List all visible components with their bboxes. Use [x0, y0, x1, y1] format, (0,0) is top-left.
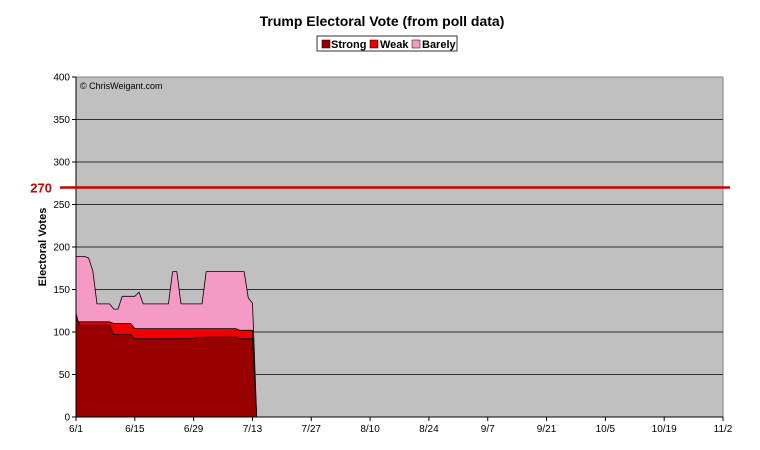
legend-swatch-weak: [369, 39, 379, 49]
legend-swatch-barely: [411, 39, 421, 49]
x-tick-label: 6/1: [69, 424, 83, 435]
x-axis-ticks: 6/1 6/15 6/29 7/13 7/27 8/10 8/24 9/7 9/21 10/5 10…: [69, 417, 733, 435]
y-tick-label: 350: [53, 115, 70, 126]
y-tick-label: 250: [53, 200, 70, 211]
legend: Strong Weak Barely: [316, 35, 458, 52]
y-tick-label: 400: [53, 73, 70, 84]
series-areas: [75, 255, 258, 418]
x-tick-label: 7/13: [243, 424, 263, 435]
x-tick-label: 6/15: [125, 424, 145, 435]
y-tick-label: 200: [53, 243, 70, 254]
x-tick-label: 10/19: [652, 424, 677, 435]
y-tick-label: 50: [59, 370, 71, 381]
y-axis-ticks: 0 50 100 150 200 250 300 350 400: [53, 73, 76, 424]
legend-label-strong: Strong: [331, 39, 366, 51]
x-tick-label: 7/27: [302, 424, 322, 435]
x-tick-label: 8/10: [360, 424, 380, 435]
legend-label-weak: Weak: [380, 39, 409, 51]
legend-label-barely: Barely: [422, 39, 457, 51]
watermark: © ChrisWeigant.com: [80, 81, 163, 91]
y-axis-label: Electoral Votes: [37, 208, 49, 287]
threshold-270-label: 270: [30, 181, 52, 196]
y-tick-label: 300: [53, 158, 70, 169]
y-tick-label: 100: [53, 328, 70, 339]
x-tick-label: 9/7: [481, 424, 495, 435]
legend-box: [316, 35, 458, 52]
x-tick-label: 8/24: [419, 424, 439, 435]
chart-title: Trump Electoral Vote (from poll data): [260, 13, 505, 29]
x-tick-label: 10/5: [596, 424, 616, 435]
y-tick-label: 150: [53, 285, 70, 296]
legend-swatch-strong: [321, 39, 331, 49]
x-tick-label: 9/21: [537, 424, 557, 435]
y-tick-label: 0: [64, 413, 70, 424]
series-area-strong: [75, 312, 258, 418]
x-tick-label: 11/2: [714, 424, 733, 435]
x-tick-label: 6/29: [184, 424, 204, 435]
